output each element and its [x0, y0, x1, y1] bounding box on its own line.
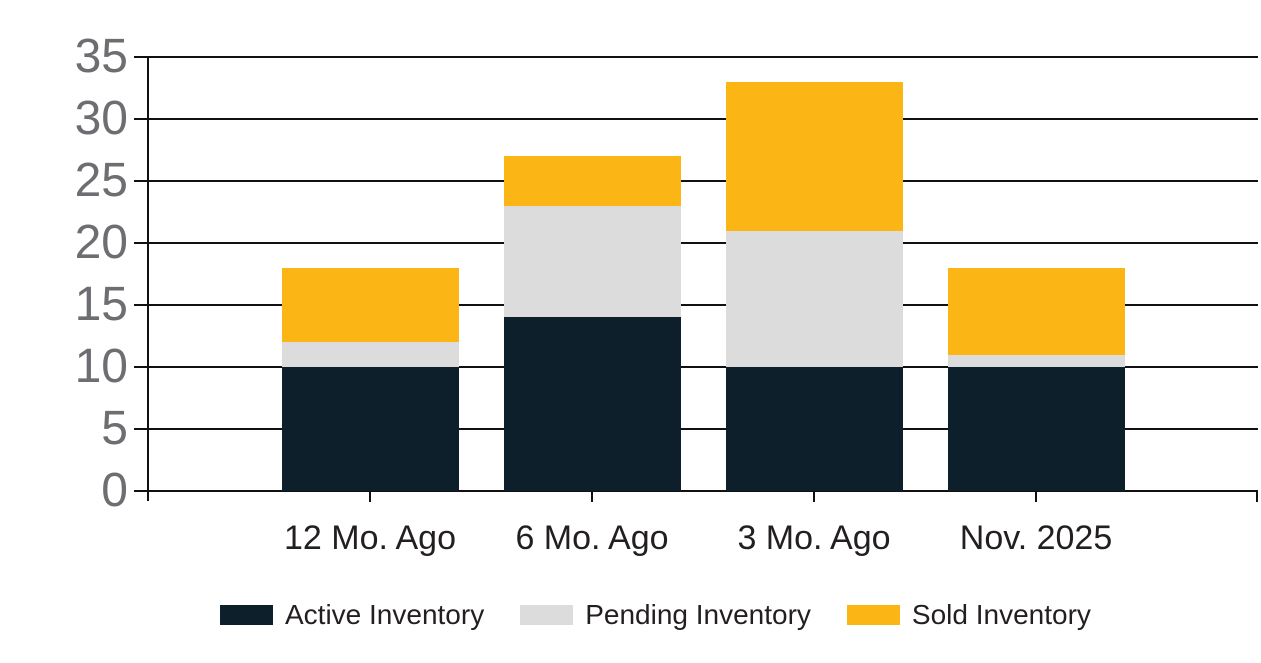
legend: Active Inventory Pending Inventory Sold In…: [220, 600, 1091, 630]
bar-segment-active-inventory: [282, 367, 459, 491]
x-axis-label: Nov. 2025: [959, 519, 1113, 557]
bar-segment-sold-inventory: [504, 156, 681, 206]
x-axis-label: 12 Mo. Ago: [283, 519, 456, 557]
bar-segment-pending-inventory: [726, 231, 903, 367]
y-grid-line: [134, 304, 1258, 306]
legend-swatch-active-inventory: [220, 605, 273, 625]
legend-item-active-inventory: Active Inventory: [220, 600, 484, 630]
y-tick-label: 30: [74, 92, 128, 145]
legend-item-sold-inventory: Sold Inventory: [846, 599, 1091, 630]
y-axis-line: [147, 57, 149, 501]
y-tick-label: 25: [74, 154, 128, 207]
x-tick: [591, 491, 593, 502]
y-grid-line: [134, 180, 1258, 182]
y-tick-label: 20: [74, 216, 128, 269]
legend-swatch-pending-inventory: [520, 605, 574, 625]
y-tick-label: 15: [74, 278, 128, 331]
y-grid-line: [134, 242, 1258, 244]
x-axis-label: 3 Mo. Ago: [737, 519, 891, 557]
x-tick: [1035, 491, 1037, 502]
y-grid-line: [134, 118, 1258, 120]
y-tick-label: 10: [74, 340, 128, 393]
bar-segment-pending-inventory: [504, 206, 681, 317]
y-tick-label: 5: [101, 402, 128, 455]
bar-segment-sold-inventory: [726, 82, 903, 231]
bar-segment-active-inventory: [504, 317, 681, 491]
bar-segment-sold-inventory: [948, 268, 1125, 355]
y-grid-line: [134, 56, 1258, 58]
bar-segment-sold-inventory: [282, 268, 459, 342]
x-tick: [369, 491, 371, 502]
bar-segment-pending-inventory: [948, 355, 1125, 367]
x-axis-line: [134, 490, 1258, 492]
bar-segment-active-inventory: [726, 367, 903, 491]
legend-label: Pending Inventory: [585, 599, 811, 630]
legend-swatch-sold-inventory: [846, 605, 900, 625]
y-grid-line: [134, 428, 1258, 430]
x-tick: [1256, 491, 1258, 502]
bar-segment-pending-inventory: [282, 342, 459, 367]
y-tick-label: 35: [74, 30, 128, 83]
legend-label: Active Inventory: [285, 599, 485, 630]
bar-segment-active-inventory: [948, 367, 1125, 491]
y-tick-label: 0: [101, 464, 128, 517]
x-axis-label: 6 Mo. Ago: [515, 519, 669, 557]
y-grid-line: [134, 366, 1258, 368]
legend-item-pending-inventory: Pending Inventory: [520, 600, 811, 630]
legend-label: Sold Inventory: [911, 599, 1091, 630]
x-tick: [813, 491, 815, 502]
